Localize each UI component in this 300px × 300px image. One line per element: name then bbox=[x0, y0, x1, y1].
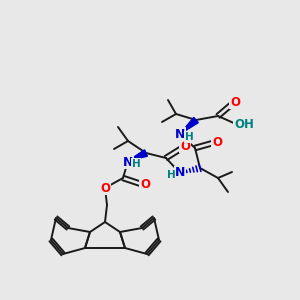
Text: O: O bbox=[140, 178, 150, 190]
Text: O: O bbox=[230, 95, 240, 109]
Text: O: O bbox=[100, 182, 110, 194]
Text: N: N bbox=[175, 128, 185, 140]
Text: O: O bbox=[212, 136, 222, 149]
Text: N: N bbox=[123, 155, 133, 169]
Polygon shape bbox=[128, 150, 147, 161]
Text: O: O bbox=[180, 140, 190, 152]
Text: H: H bbox=[184, 132, 194, 142]
Polygon shape bbox=[180, 117, 198, 134]
Text: H: H bbox=[132, 159, 140, 169]
Text: OH: OH bbox=[234, 118, 254, 131]
Text: H: H bbox=[167, 170, 176, 180]
Text: N: N bbox=[175, 167, 185, 179]
